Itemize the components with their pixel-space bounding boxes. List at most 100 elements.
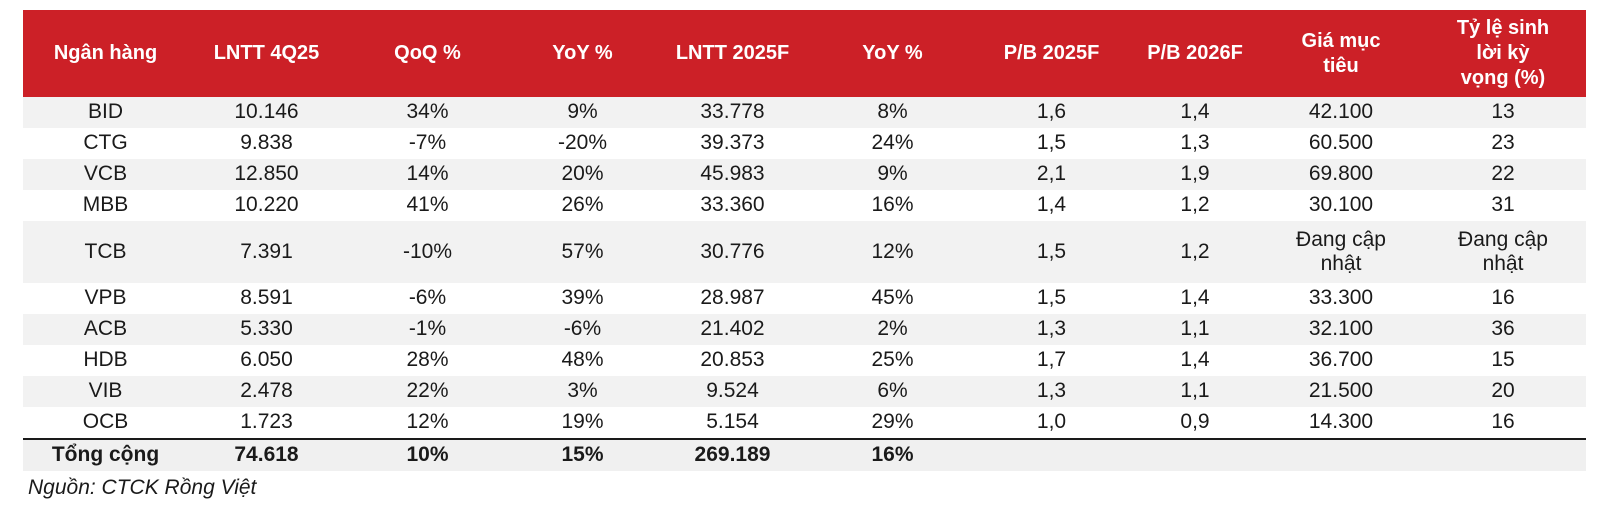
- value-cell: 36.700: [1262, 345, 1420, 376]
- cell-value: 1,1: [1180, 379, 1210, 403]
- bank-name: BID: [87, 100, 123, 124]
- cell-value: 20%: [561, 162, 604, 186]
- cell-value: 9.524: [706, 379, 759, 403]
- bank-name: VCB: [83, 162, 128, 186]
- total-value-cell: 15%: [510, 438, 655, 471]
- column-header: QoQ %: [345, 10, 510, 97]
- value-cell: -1%: [345, 314, 510, 345]
- cell-value: 12%: [406, 410, 449, 434]
- value-cell: 20: [1420, 376, 1586, 407]
- cell-value: 1,3: [1036, 317, 1067, 341]
- cell-value: 2.478: [240, 379, 293, 403]
- bank-name: VIB: [88, 379, 123, 403]
- cell-value: 3%: [567, 379, 598, 403]
- cell-value: 14%: [406, 162, 449, 186]
- value-cell: 1,1: [1128, 314, 1262, 345]
- table-row: VCB 12.850 14% 20% 45.983 9% 2,1 1,9 69.800 22: [23, 159, 1586, 190]
- total-value: 269.189: [694, 443, 771, 467]
- cell-value: 36: [1491, 317, 1515, 341]
- cell-value: 69.800: [1308, 162, 1374, 186]
- value-cell: 8%: [810, 97, 975, 128]
- value-cell: 1,4: [975, 190, 1128, 221]
- value-cell: 8.591: [188, 283, 345, 314]
- value-cell: 1,6: [975, 97, 1128, 128]
- cell-value: 5.330: [240, 317, 293, 341]
- bank-name: TCB: [84, 239, 127, 263]
- table-header: Ngân hàng LNTT 4Q25 QoQ % YoY % LNTT 202…: [23, 10, 1586, 97]
- cell-value: 14.300: [1308, 410, 1374, 434]
- value-cell: 1,4: [1128, 283, 1262, 314]
- cell-value: 1,1: [1180, 317, 1210, 341]
- value-cell: 5.330: [188, 314, 345, 345]
- bank-cell: BID: [23, 97, 188, 128]
- value-cell: 31: [1420, 190, 1586, 221]
- cell-value: 1,7: [1036, 348, 1067, 372]
- value-cell: 0,9: [1128, 407, 1262, 439]
- table-row: OCB 1.723 12% 19% 5.154 29% 1,0 0,9 14.300 16: [23, 407, 1586, 439]
- value-cell: 20.853: [655, 345, 810, 376]
- cell-value: -7%: [408, 131, 447, 155]
- cell-value: -10%: [402, 239, 453, 263]
- cell-value: 33.360: [700, 193, 765, 217]
- value-cell: 1,7: [975, 345, 1128, 376]
- cell-value: 25%: [871, 348, 914, 372]
- column-header-label: Tỷ lệ sinh lời kỳ vọng (%): [1456, 17, 1550, 89]
- cell-value: 32.100: [1308, 317, 1374, 341]
- cell-value: 1,6: [1036, 100, 1067, 124]
- table-row: CTG 9.838 -7% -20% 39.373 24% 1,5 1,3 60.500 23: [23, 128, 1586, 159]
- column-header: Giá mục tiêu: [1262, 10, 1420, 97]
- table-row: VPB 8.591 -6% 39% 28.987 45% 1,5 1,4 33.300 16: [23, 283, 1586, 314]
- bank-name: VPB: [84, 286, 127, 310]
- bank-name: OCB: [82, 410, 129, 434]
- cell-value: 9%: [877, 162, 908, 186]
- value-cell: 3%: [510, 376, 655, 407]
- value-cell: 24%: [810, 128, 975, 159]
- total-value-cell: [1262, 438, 1420, 471]
- value-cell: 25%: [810, 345, 975, 376]
- cell-value: 6%: [877, 379, 908, 403]
- cell-value: 13: [1491, 100, 1515, 124]
- cell-value: 36.700: [1308, 348, 1374, 372]
- cell-value: 19%: [561, 410, 604, 434]
- column-header-label: Giá mục tiêu: [1301, 29, 1381, 77]
- column-header-label: P/B 2026F: [1147, 42, 1243, 64]
- cell-value: 1,9: [1180, 162, 1210, 186]
- cell-value: -20%: [557, 131, 608, 155]
- cell-value: 5.154: [706, 410, 759, 434]
- column-header-label: LNTT 2025F: [675, 42, 790, 64]
- total-label: Tổng cộng: [51, 443, 160, 467]
- value-cell: 39%: [510, 283, 655, 314]
- value-cell: 57%: [510, 221, 655, 283]
- total-value: 15%: [561, 443, 604, 467]
- value-cell: 12%: [810, 221, 975, 283]
- value-cell: 16%: [810, 190, 975, 221]
- value-cell: -7%: [345, 128, 510, 159]
- table-row: TCB 7.391 -10% 57% 30.776 12% 1,5 1,2 Đang cập n…: [23, 221, 1586, 283]
- value-cell: 34%: [345, 97, 510, 128]
- cell-value: 12.850: [234, 162, 299, 186]
- value-cell: 33.360: [655, 190, 810, 221]
- bank-name: HDB: [83, 348, 128, 372]
- total-value-cell: [975, 438, 1128, 471]
- total-value-cell: 269.189: [655, 438, 810, 471]
- value-cell: 33.778: [655, 97, 810, 128]
- value-cell: 13: [1420, 97, 1586, 128]
- value-cell: 39.373: [655, 128, 810, 159]
- value-cell: 1.723: [188, 407, 345, 439]
- column-header: Ngân hàng: [23, 10, 188, 97]
- table-row: ACB 5.330 -1% -6% 21.402 2% 1,3 1,1 32.100 36: [23, 314, 1586, 345]
- table-footer: Tổng cộng 74.618 10% 15% 269.189 16%: [23, 438, 1586, 471]
- bank-cell: TCB: [23, 221, 188, 283]
- cell-value: 1,4: [1180, 100, 1210, 124]
- bank-cell: HDB: [23, 345, 188, 376]
- cell-value: 28.987: [700, 286, 765, 310]
- value-cell: 2.478: [188, 376, 345, 407]
- cell-value: 21.500: [1308, 379, 1374, 403]
- value-cell: 1,4: [1128, 345, 1262, 376]
- cell-value: 1,3: [1180, 131, 1210, 155]
- value-cell: 6.050: [188, 345, 345, 376]
- value-cell: 12%: [345, 407, 510, 439]
- cell-value: 16: [1491, 410, 1515, 434]
- cell-value: 26%: [561, 193, 604, 217]
- cell-value: 1,2: [1180, 239, 1210, 263]
